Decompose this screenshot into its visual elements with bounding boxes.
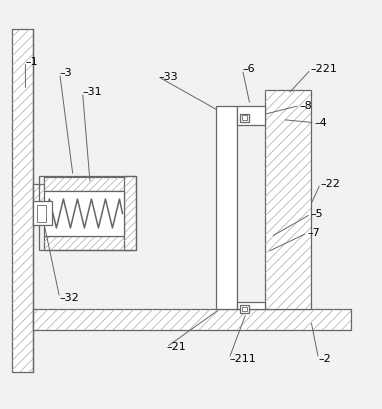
Bar — [265, 90, 311, 309]
Bar — [39, 176, 136, 250]
Text: –1: –1 — [26, 57, 38, 67]
Bar — [44, 236, 130, 250]
Bar — [237, 301, 265, 309]
Text: –7: –7 — [307, 228, 320, 238]
Bar — [33, 309, 351, 330]
Bar — [241, 114, 249, 122]
Text: –22: –22 — [320, 179, 340, 189]
Bar — [44, 236, 130, 250]
Bar — [44, 177, 130, 191]
Text: –5: –5 — [311, 209, 324, 219]
Text: –2: –2 — [319, 354, 331, 364]
Bar — [12, 29, 33, 372]
Bar — [216, 106, 237, 309]
Text: –6: –6 — [243, 64, 255, 74]
Text: –3: –3 — [60, 68, 72, 78]
Bar — [44, 177, 130, 191]
Bar — [125, 176, 136, 250]
Bar — [237, 106, 265, 125]
Bar — [33, 184, 62, 204]
Text: –31: –31 — [83, 87, 102, 97]
Text: –21: –21 — [166, 342, 186, 352]
Text: –8: –8 — [299, 101, 312, 110]
Text: –4: –4 — [315, 118, 327, 128]
Text: –211: –211 — [229, 354, 256, 364]
Bar — [44, 191, 125, 236]
Bar — [265, 90, 311, 309]
Bar — [37, 204, 46, 222]
Bar — [243, 306, 247, 311]
Bar — [33, 184, 62, 204]
Text: –32: –32 — [60, 293, 79, 303]
Bar — [125, 176, 136, 250]
Text: –221: –221 — [311, 64, 338, 74]
Bar — [33, 201, 52, 225]
Bar — [241, 305, 249, 313]
Bar — [33, 309, 351, 330]
Bar — [243, 115, 247, 120]
Text: –33: –33 — [159, 72, 178, 82]
Bar — [12, 29, 33, 372]
